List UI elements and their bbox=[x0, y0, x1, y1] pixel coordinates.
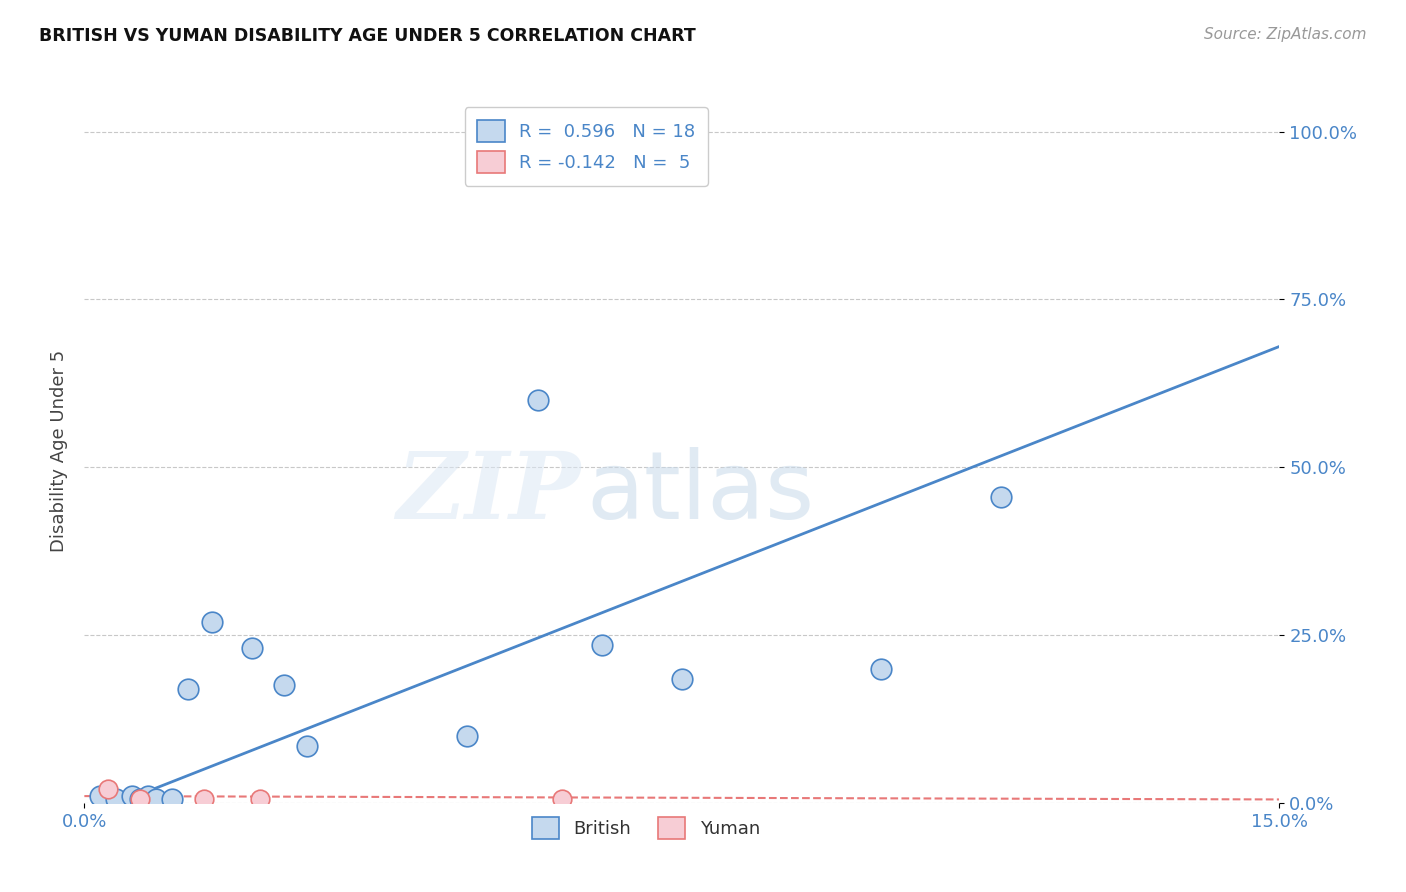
Point bbox=[193, 792, 215, 806]
Point bbox=[145, 792, 167, 806]
Text: Source: ZipAtlas.com: Source: ZipAtlas.com bbox=[1204, 27, 1367, 42]
Point bbox=[551, 792, 574, 806]
Point bbox=[89, 789, 111, 803]
Point bbox=[671, 672, 693, 686]
Point bbox=[456, 729, 478, 743]
Point bbox=[527, 393, 550, 408]
Point bbox=[121, 789, 143, 803]
Point bbox=[249, 792, 271, 806]
Legend: British, Yuman: British, Yuman bbox=[524, 810, 768, 847]
Text: ZIP: ZIP bbox=[396, 448, 581, 538]
Point bbox=[870, 662, 893, 676]
Point bbox=[297, 739, 319, 753]
Point bbox=[177, 681, 200, 696]
Point bbox=[591, 638, 613, 652]
Point bbox=[129, 792, 152, 806]
Point bbox=[129, 792, 152, 806]
Point bbox=[136, 789, 159, 803]
Point bbox=[240, 641, 263, 656]
Point bbox=[201, 615, 224, 629]
Text: BRITISH VS YUMAN DISABILITY AGE UNDER 5 CORRELATION CHART: BRITISH VS YUMAN DISABILITY AGE UNDER 5 … bbox=[39, 27, 696, 45]
Point bbox=[105, 792, 128, 806]
Text: atlas: atlas bbox=[586, 447, 814, 539]
Point bbox=[160, 792, 183, 806]
Point bbox=[990, 491, 1012, 505]
Point bbox=[273, 678, 295, 692]
Point bbox=[97, 782, 120, 797]
Y-axis label: Disability Age Under 5: Disability Age Under 5 bbox=[49, 350, 67, 551]
